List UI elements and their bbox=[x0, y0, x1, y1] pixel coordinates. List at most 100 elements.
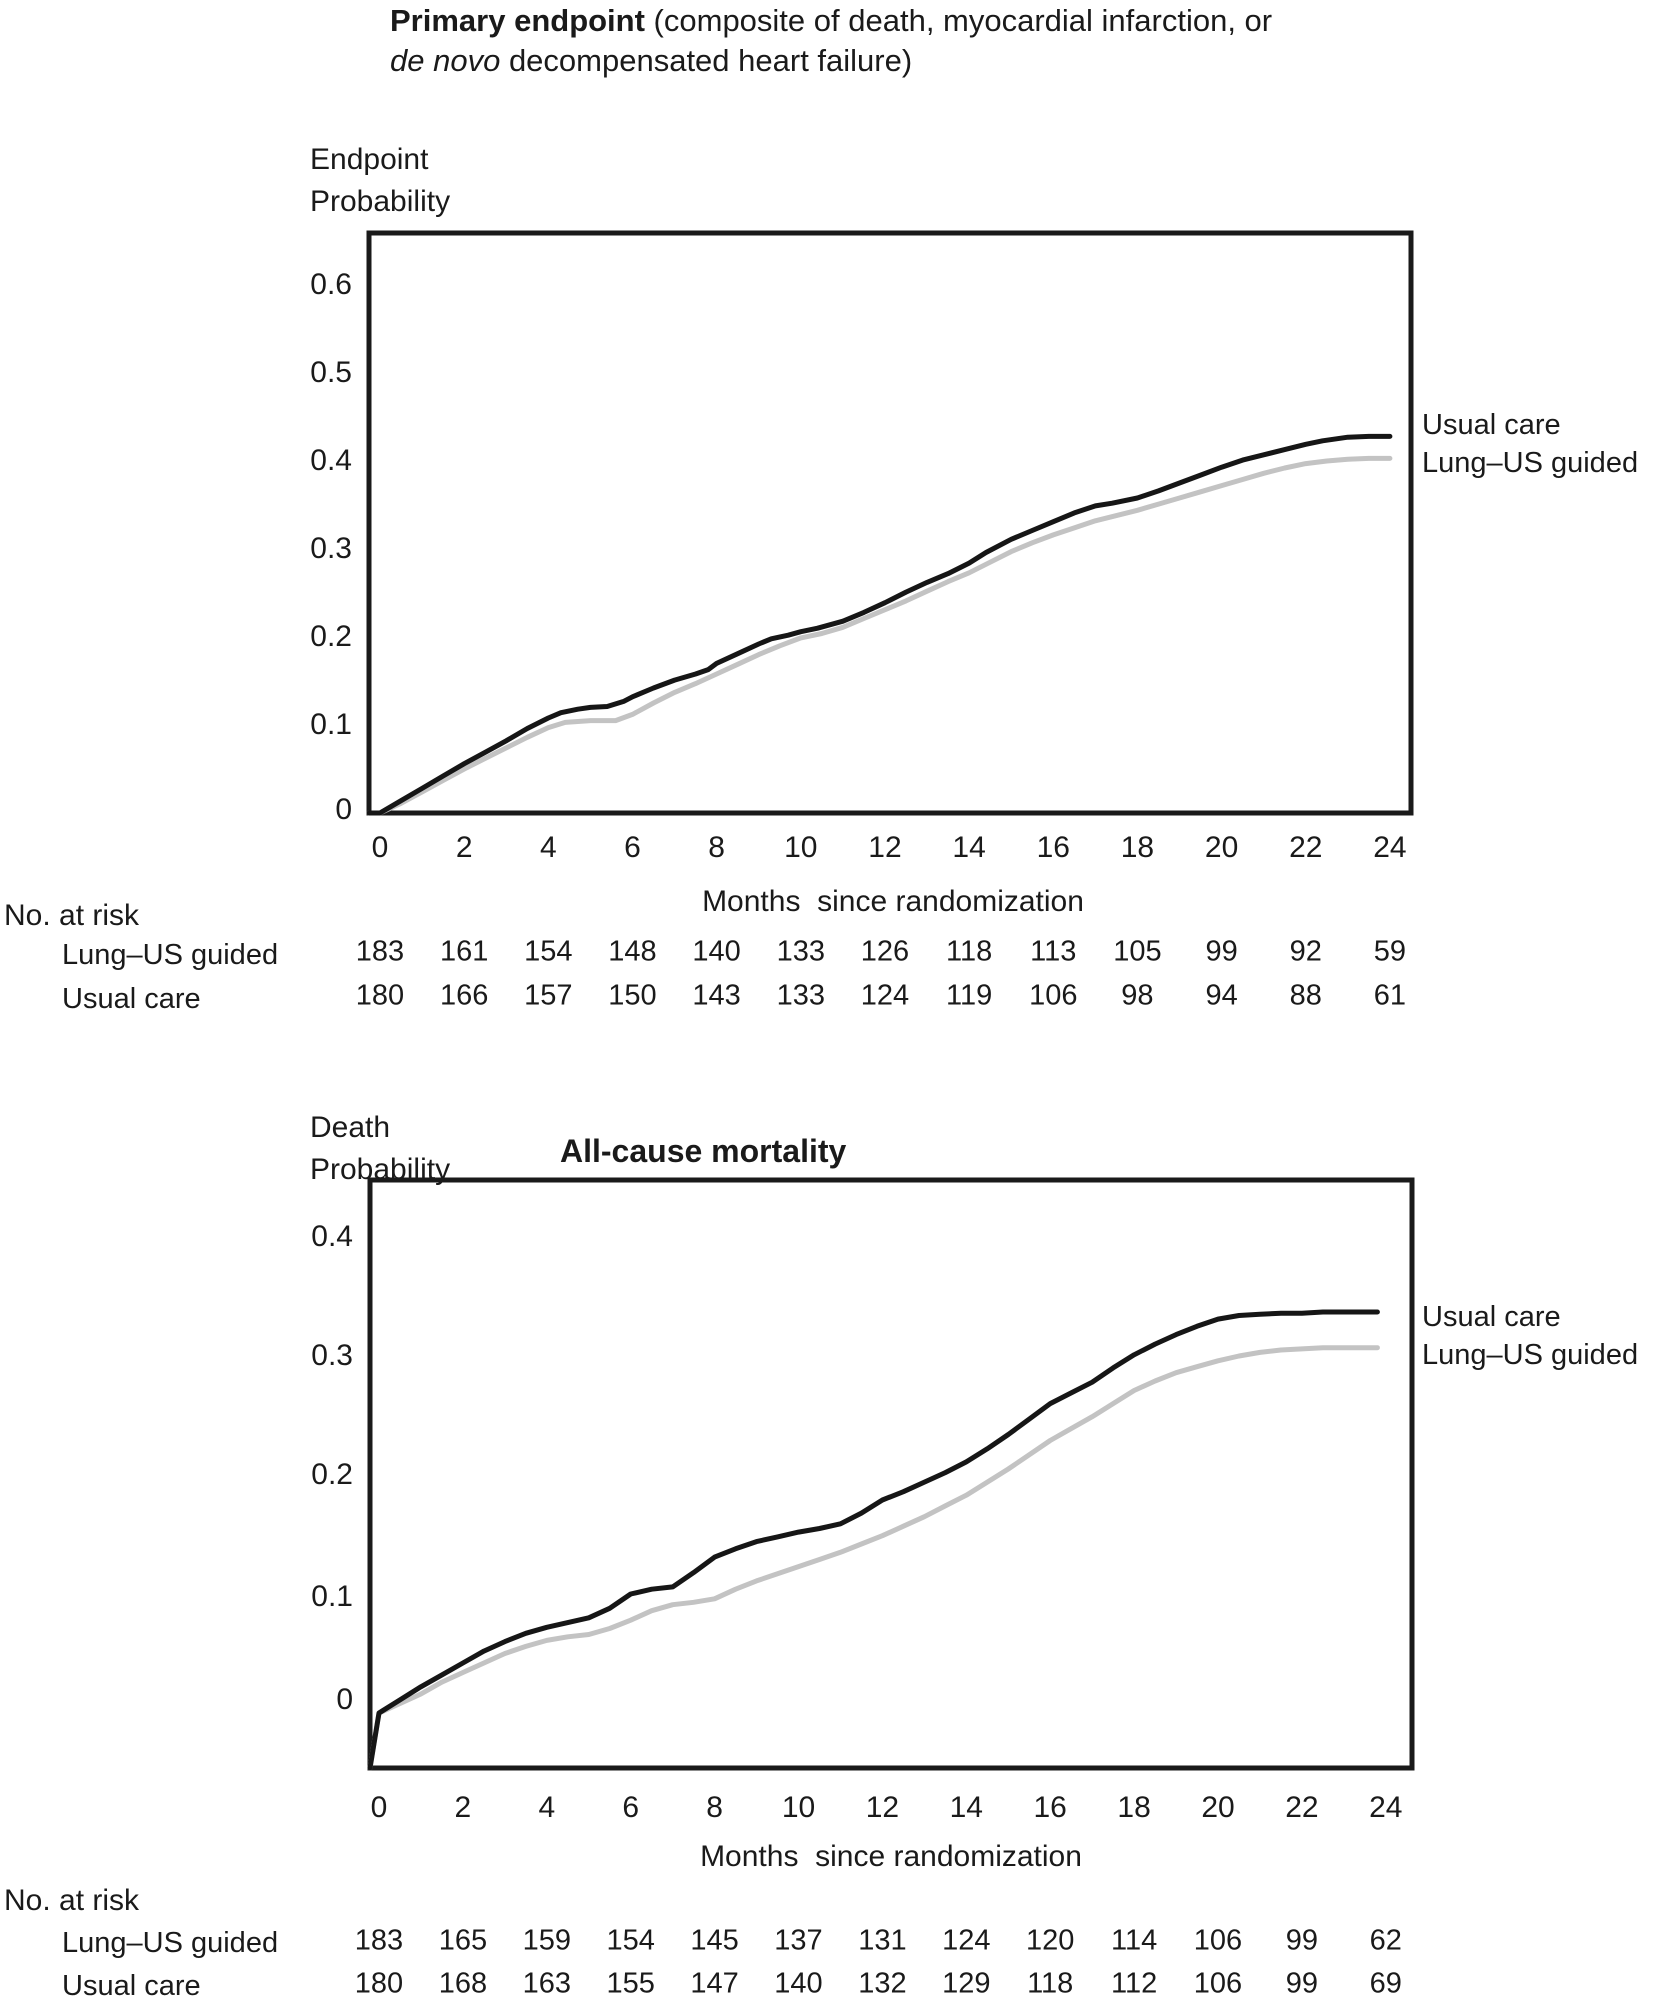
figure-title-line2-rest: decompensated heart failure) bbox=[500, 43, 913, 78]
figure-title-bold: Primary endpoint bbox=[390, 3, 645, 38]
chart2-risk-count: 124 bbox=[942, 1924, 991, 1957]
chart2-risk-count: 137 bbox=[774, 1924, 823, 1957]
chart1-risk-count: 133 bbox=[776, 979, 825, 1012]
chart1-x-tick-label: 20 bbox=[1204, 831, 1239, 864]
chart1-risk-count: 118 bbox=[945, 935, 993, 968]
chart1-series-usual-care bbox=[366, 433, 1393, 816]
chart2-risk-count: 168 bbox=[438, 1967, 488, 1999]
chart2-y-axis-label-line2: Probability bbox=[310, 1153, 451, 1186]
chart2-risk-count: 129 bbox=[942, 1967, 991, 1999]
chart1-risk-count: 88 bbox=[1289, 979, 1322, 1012]
chart2-series-usual-care bbox=[367, 1309, 1380, 1771]
chart1-risk-count: 133 bbox=[776, 935, 825, 968]
chart1-risk-row-label-usual-care: Usual care bbox=[62, 983, 201, 1015]
chart2-risk-table-heading: No. at risk bbox=[4, 1884, 140, 1917]
chart2-risk-count: 118 bbox=[1027, 1967, 1074, 1999]
chart1-y-tick-label: 0.5 bbox=[310, 356, 352, 389]
chart1-x-tick-label: 16 bbox=[1036, 831, 1070, 864]
chart2-legend-lung-us-guided: Lung–US guided bbox=[1422, 1339, 1639, 1371]
chart1-risk-count: 143 bbox=[692, 979, 741, 1012]
chart2-risk-count: 183 bbox=[354, 1924, 404, 1957]
chart1-x-tick-label: 6 bbox=[624, 831, 641, 864]
chart1-y-axis-label: Endpoint Probability bbox=[310, 139, 450, 223]
chart1-y-axis-label-line1: Endpoint bbox=[310, 143, 429, 176]
chart1-x-tick-label: 18 bbox=[1120, 831, 1155, 864]
chart1-risk-count: 61 bbox=[1373, 979, 1407, 1012]
chart2-risk-count: 155 bbox=[606, 1967, 655, 1999]
figure-title: Primary endpoint (composite of death, my… bbox=[390, 1, 1272, 81]
chart1-risk-count: 183 bbox=[355, 935, 405, 968]
chart1-risk-count: 119 bbox=[945, 979, 993, 1012]
chart1-risk-count: 166 bbox=[439, 979, 489, 1012]
chart2-risk-count: 106 bbox=[1193, 1967, 1243, 1999]
chart1-legend-usual-care: Usual care bbox=[1422, 409, 1561, 441]
chart1-risk-count: 140 bbox=[692, 935, 741, 968]
chart2-risk-count: 120 bbox=[1025, 1924, 1075, 1957]
chart1-x-tick-label: 2 bbox=[455, 831, 473, 864]
chart2-risk-count: 163 bbox=[522, 1967, 571, 1999]
chart1-x-tick-label: 10 bbox=[784, 831, 818, 864]
chart2-risk-count: 69 bbox=[1369, 1967, 1402, 1999]
chart1-legend-lung-us-guided: Lung–US guided bbox=[1422, 447, 1639, 479]
figure-title-line1-rest: (composite of death, myocardial infarcti… bbox=[644, 3, 1273, 38]
chart2-x-tick-label: 6 bbox=[622, 1791, 640, 1824]
chart2-x-tick-label: 22 bbox=[1285, 1791, 1319, 1824]
chart2-legend-usual-care: Usual care bbox=[1422, 1301, 1561, 1333]
chart2-risk-count: 62 bbox=[1369, 1924, 1402, 1957]
chart1-y-tick-label: 0.6 bbox=[310, 268, 352, 301]
figure-title-line2-italic: de novo bbox=[390, 43, 501, 78]
chart2-risk-count: 154 bbox=[606, 1924, 655, 1957]
chart1-y-tick-label: 0 bbox=[335, 793, 352, 826]
chart2-risk-count: 145 bbox=[690, 1924, 739, 1957]
chart1-plot-box bbox=[366, 230, 1414, 816]
chart1-risk-count: 154 bbox=[524, 935, 573, 968]
chart1-y-axis-label-line2: Probability bbox=[310, 185, 451, 218]
chart2-x-tick-label: 4 bbox=[538, 1791, 556, 1824]
chart1-legend: Usual care Lung–US guided bbox=[1422, 406, 1638, 482]
chart2-y-axis-label: Death Probability bbox=[310, 1107, 450, 1191]
chart1-risk-count: 124 bbox=[860, 979, 910, 1012]
chart1-risk-count: 59 bbox=[1373, 935, 1407, 968]
chart1-x-tick-label: 24 bbox=[1373, 831, 1407, 864]
chart2-risk-count: 99 bbox=[1285, 1924, 1319, 1957]
chart2-risk-count: 114 bbox=[1110, 1924, 1158, 1957]
chart1-risk-count: 98 bbox=[1121, 979, 1154, 1012]
chart2-risk-count: 106 bbox=[1193, 1924, 1243, 1957]
chart1-x-tick-label: 4 bbox=[539, 831, 557, 864]
chart2-risk-count: 99 bbox=[1285, 1967, 1319, 1999]
chart2-x-tick-label: 0 bbox=[370, 1791, 388, 1824]
chart2-x-tick-label: 20 bbox=[1201, 1791, 1235, 1824]
chart2-risk-count: 159 bbox=[522, 1924, 571, 1957]
chart2-risk-count: 132 bbox=[858, 1967, 907, 1999]
chart1-risk-count: 106 bbox=[1029, 979, 1078, 1012]
chart1-risk-row-label-lung-us: Lung–US guided bbox=[62, 939, 279, 971]
chart1-y-tick-label: 0.2 bbox=[310, 620, 352, 653]
chart2-risk-row-label-usual-care: Usual care bbox=[62, 1970, 201, 1999]
chart1-x-tick-label: 0 bbox=[371, 831, 389, 864]
chart2-risk-count: 140 bbox=[774, 1967, 823, 1999]
chart2-y-tick-label: 0 bbox=[336, 1683, 353, 1716]
chart1-risk-count: 157 bbox=[524, 979, 573, 1012]
chart2-legend: Usual care Lung–US guided bbox=[1422, 1298, 1638, 1374]
chart2-risk-count: 112 bbox=[1110, 1967, 1158, 1999]
chart2-x-tick-label: 18 bbox=[1117, 1791, 1151, 1824]
chart2-series-lung-us-guided bbox=[367, 1345, 1380, 1771]
chart2-risk-count: 165 bbox=[438, 1924, 488, 1957]
chart1-y-tick-label: 0.3 bbox=[310, 532, 352, 565]
chart2-x-tick-label: 10 bbox=[781, 1791, 816, 1824]
chart2-plot-box bbox=[367, 1177, 1415, 1771]
chart1-risk-count: 180 bbox=[355, 979, 405, 1012]
chart2-risk-count: 180 bbox=[354, 1967, 404, 1999]
chart1-x-tick-label: 22 bbox=[1289, 831, 1323, 864]
chart2-y-tick-label: 0.1 bbox=[311, 1580, 353, 1613]
chart2-risk-count: 131 bbox=[858, 1924, 907, 1957]
chart2-title: All-cause mortality bbox=[560, 1133, 847, 1169]
chart1-risk-count: 105 bbox=[1113, 935, 1162, 968]
chart1-y-tick-label: 0.1 bbox=[310, 708, 352, 741]
chart1-risk-count: 94 bbox=[1205, 979, 1238, 1012]
chart1-risk-count: 126 bbox=[860, 935, 910, 968]
chart1-risk-count: 148 bbox=[608, 935, 657, 968]
chart2-x-tick-label: 8 bbox=[706, 1791, 723, 1824]
